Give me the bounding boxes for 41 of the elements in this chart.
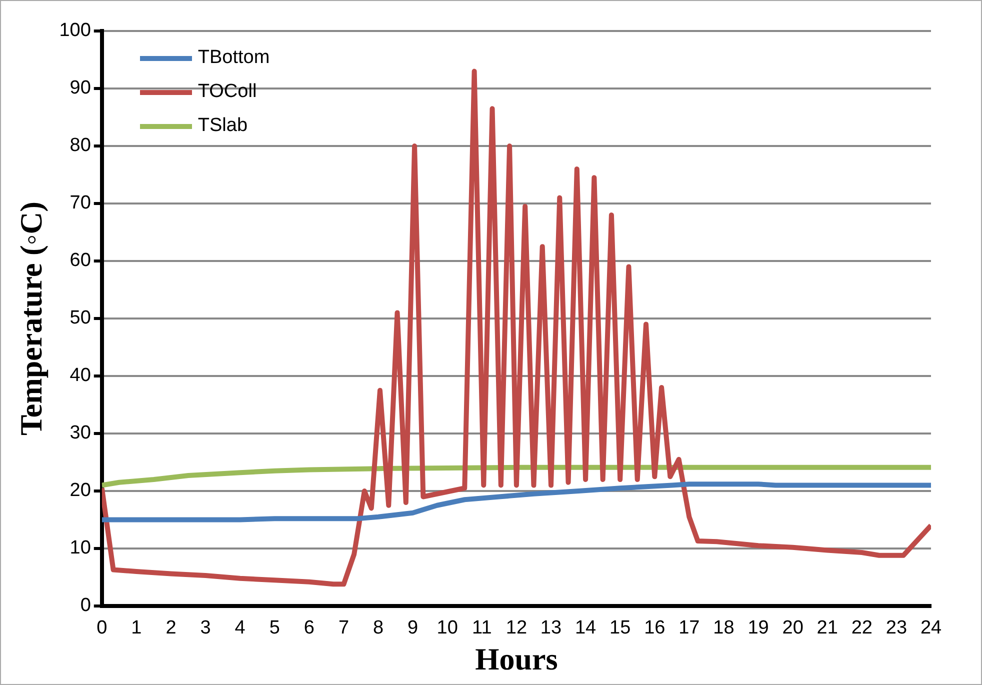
x-tick-label: 22 [851, 618, 872, 639]
x-tick-label: 17 [678, 618, 700, 639]
x-tick-label: 23 [886, 618, 908, 639]
x-tick-label: 8 [372, 618, 384, 639]
x-tick-label: 18 [713, 618, 734, 639]
x-tick-label: 13 [540, 618, 562, 639]
y-tick-label: 10 [70, 538, 91, 559]
x-tick-label: 5 [269, 618, 280, 639]
y-tick-label: 0 [80, 595, 91, 616]
y-tick-label: 90 [70, 78, 91, 99]
y-tick-label: 50 [70, 308, 91, 329]
x-tick-label: 20 [782, 618, 804, 639]
x-tick-label: 1 [131, 618, 142, 639]
y-tick-label: 40 [70, 365, 91, 386]
y-tick-label: 80 [70, 135, 91, 156]
x-axis-title: Hours [475, 641, 558, 676]
x-tick-label: 3 [200, 618, 211, 639]
legend-label: TOColl [198, 81, 257, 103]
x-tick-label: 21 [816, 618, 838, 639]
x-tick-label: 7 [338, 618, 350, 639]
x-tick-label: 12 [506, 618, 528, 639]
x-tick-label: 11 [472, 618, 492, 639]
x-tick-label: 10 [436, 618, 458, 639]
y-tick-label: 60 [70, 250, 91, 272]
y-tick-label: 100 [59, 20, 91, 42]
x-tick-label: 2 [166, 618, 176, 639]
y-axis-title: Temperature (◦C) [14, 202, 49, 436]
x-tick-label: 16 [644, 618, 666, 639]
x-tick-label: 4 [234, 618, 246, 639]
x-tick-label: 14 [574, 618, 597, 639]
y-tick-label: 70 [70, 192, 91, 214]
y-tick-label: 30 [70, 422, 91, 444]
legend-label: TSlab [198, 115, 248, 137]
x-tick-label: 24 [920, 618, 942, 639]
x-tick-label: 19 [748, 618, 769, 639]
x-tick-label: 15 [610, 618, 631, 639]
x-tick-label: 6 [304, 618, 314, 639]
legend-label: TBottom [198, 47, 270, 69]
y-tick-label: 20 [70, 480, 91, 502]
x-tick-label: 0 [96, 618, 108, 639]
x-tick-label: 9 [408, 618, 418, 639]
